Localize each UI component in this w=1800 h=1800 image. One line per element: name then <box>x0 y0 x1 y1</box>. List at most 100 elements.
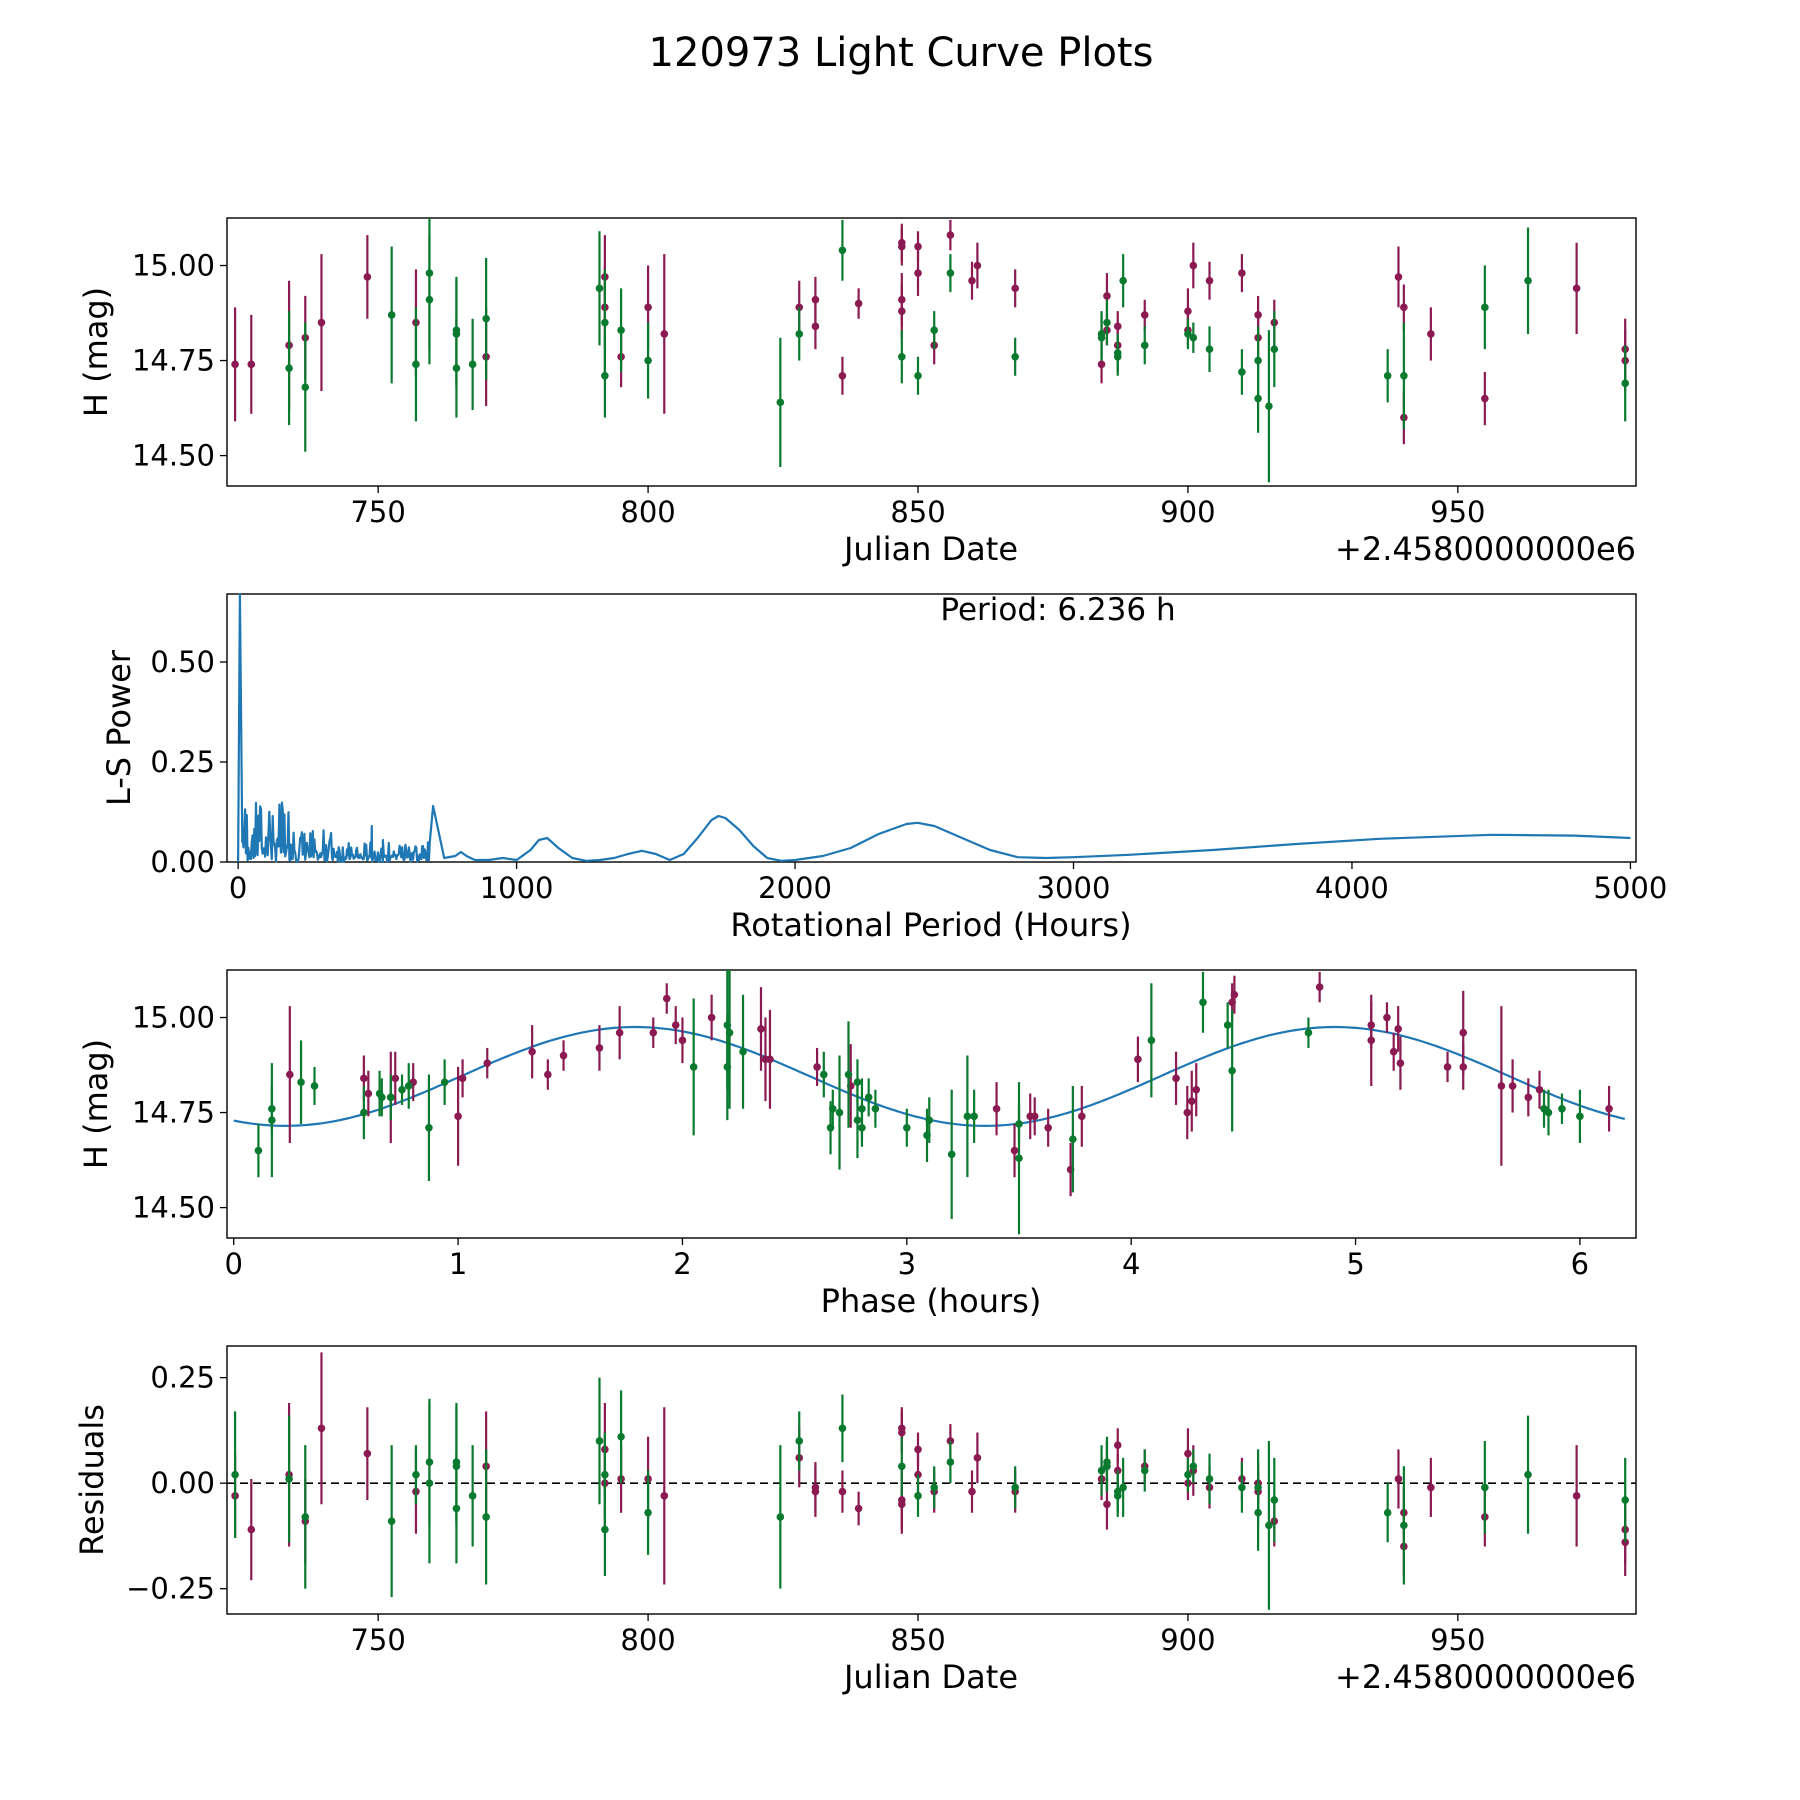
data-point <box>914 269 922 277</box>
data-point <box>1238 368 1246 376</box>
data-point <box>853 1078 862 1086</box>
periodogram-xlabel: Rotational Period (Hours) <box>730 906 1131 944</box>
data-point <box>310 1082 319 1090</box>
data-point <box>1103 292 1111 300</box>
data-point <box>968 1487 976 1496</box>
data-point <box>1524 1093 1533 1102</box>
data-point <box>776 1513 785 1521</box>
data-point <box>898 1462 906 1471</box>
data-point <box>468 1492 477 1500</box>
data-point <box>544 1070 552 1079</box>
phase-fold-ticks: 0 1 2 3 4 5 6 14.50 14.75 15.00 <box>132 1001 1589 1281</box>
data-point <box>1097 333 1106 342</box>
data-point <box>425 1123 433 1132</box>
data-point <box>363 1449 372 1458</box>
y-tick-label: 15.00 <box>132 249 215 283</box>
y-tick-label: 15.00 <box>132 1001 215 1035</box>
data-point <box>1187 1097 1196 1105</box>
data-point <box>595 1044 604 1052</box>
x-tick-label: 4000 <box>1315 871 1389 905</box>
light-curve-ticks: 750 800 850 900 950 14.50 14.75 15.00 <box>132 249 1486 529</box>
data-point <box>1113 1441 1122 1449</box>
x-tick-label: 750 <box>350 495 405 529</box>
data-point <box>617 326 625 334</box>
phase-fold-panel: 0 1 2 3 4 5 6 14.50 14.75 15.00 Phase (hours) H (… <box>77 969 1637 1320</box>
x-tick-label: 950 <box>1430 495 1485 529</box>
data-point <box>1189 333 1198 342</box>
data-point <box>757 1025 765 1033</box>
data-point <box>898 1428 906 1437</box>
data-point <box>1103 1458 1111 1466</box>
data-point <box>903 1123 911 1132</box>
data-point <box>662 994 671 1003</box>
data-point <box>1400 303 1408 312</box>
data-point <box>1270 345 1279 353</box>
data-point <box>864 1093 873 1102</box>
data-point <box>739 1047 747 1056</box>
data-point <box>914 1492 922 1500</box>
light-curve-axes-frame <box>226 217 1637 487</box>
data-point <box>458 1074 467 1083</box>
period-annotation: Period: 6.236 h <box>940 592 1175 628</box>
data-point <box>1097 360 1106 369</box>
data-point <box>285 364 293 372</box>
x-tick-label: 2000 <box>758 871 832 905</box>
y-tick-label: −0.25 <box>126 1572 215 1606</box>
data-point <box>1113 322 1122 331</box>
data-point <box>1394 273 1403 281</box>
data-point <box>644 356 652 365</box>
data-point <box>1030 1112 1039 1121</box>
x-tick-label: 900 <box>1160 1623 1215 1657</box>
residuals-ylabel: Residuals <box>73 1404 111 1556</box>
data-point <box>1394 1025 1402 1033</box>
data-point <box>898 1500 906 1509</box>
x-tick-label: 1000 <box>480 871 554 905</box>
data-point <box>1183 1108 1192 1117</box>
data-point <box>858 1104 866 1113</box>
data-point <box>707 1013 716 1022</box>
data-point <box>1572 1492 1581 1500</box>
residuals-panel: 750 800 850 900 950 −0.25 0.00 0.25 Julian Date… <box>73 1345 1637 1696</box>
data-point <box>1205 1475 1214 1483</box>
data-point <box>286 1070 294 1079</box>
data-point <box>1265 1521 1273 1530</box>
data-point <box>1535 1085 1544 1094</box>
data-point <box>1199 998 1207 1007</box>
y-tick-label: 14.75 <box>132 1096 215 1130</box>
y-tick-label: 0.50 <box>150 645 215 679</box>
data-point <box>412 360 420 369</box>
data-point <box>644 303 652 312</box>
data-point <box>973 261 982 270</box>
data-point <box>297 1078 305 1086</box>
x-tick-label: 3000 <box>1037 871 1111 905</box>
data-point <box>853 1116 862 1124</box>
data-point <box>1228 1066 1236 1075</box>
data-point <box>559 1051 568 1060</box>
data-point <box>898 307 906 315</box>
x-tick-label: 750 <box>350 1623 405 1657</box>
data-point <box>1103 318 1111 327</box>
periodogram-axes-frame <box>226 593 1637 863</box>
x-tick-label: 2 <box>673 1247 691 1281</box>
data-point <box>601 371 609 380</box>
data-point <box>1184 1449 1192 1458</box>
data-point <box>1400 371 1408 380</box>
phase-fold-ylabel: H (mag) <box>77 1039 115 1169</box>
data-point <box>1254 394 1262 403</box>
data-point <box>946 269 955 277</box>
data-point <box>398 1085 406 1094</box>
data-point <box>452 1504 461 1513</box>
phase-fold-axes-frame <box>226 969 1637 1239</box>
data-point <box>615 1028 624 1037</box>
data-point <box>1069 1135 1077 1143</box>
data-point <box>247 360 256 369</box>
residuals-xlabel: Julian Date <box>842 1658 1018 1696</box>
data-point <box>1576 1112 1584 1121</box>
data-point <box>1172 1074 1180 1083</box>
data-point <box>973 1454 982 1462</box>
data-point <box>440 1078 449 1086</box>
x-tick-label: 850 <box>890 1623 945 1657</box>
data-point <box>601 1470 609 1479</box>
data-point <box>1400 1521 1408 1530</box>
data-point <box>1119 276 1127 285</box>
